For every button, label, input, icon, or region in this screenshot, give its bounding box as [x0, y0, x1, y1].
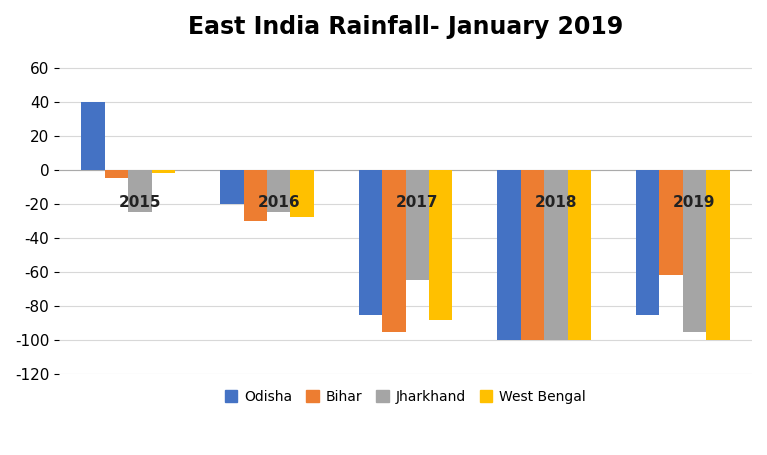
Bar [429, 170, 453, 319]
Bar [497, 170, 521, 340]
Text: 2015: 2015 [119, 195, 161, 210]
Title: East India Rainfall- January 2019: East India Rainfall- January 2019 [188, 15, 623, 39]
Bar [220, 170, 243, 204]
Bar [706, 170, 729, 340]
Text: 2018: 2018 [535, 195, 577, 210]
Bar [81, 102, 105, 170]
Bar [267, 170, 291, 212]
Bar [359, 170, 382, 314]
Text: 2017: 2017 [396, 195, 439, 210]
Bar [291, 170, 314, 217]
Legend: Odisha, Bihar, Jharkhand, West Bengal: Odisha, Bihar, Jharkhand, West Bengal [219, 384, 591, 409]
Text: 2016: 2016 [258, 195, 300, 210]
Bar [105, 170, 128, 178]
Bar [382, 170, 406, 332]
Bar [568, 170, 591, 340]
Bar [128, 170, 152, 212]
Bar [660, 170, 683, 275]
Bar [521, 170, 544, 340]
Bar [544, 170, 568, 340]
Bar [636, 170, 660, 314]
Bar [152, 170, 176, 173]
Bar [683, 170, 706, 332]
Bar [406, 170, 429, 280]
Bar [243, 170, 267, 221]
Text: 2019: 2019 [673, 195, 716, 210]
